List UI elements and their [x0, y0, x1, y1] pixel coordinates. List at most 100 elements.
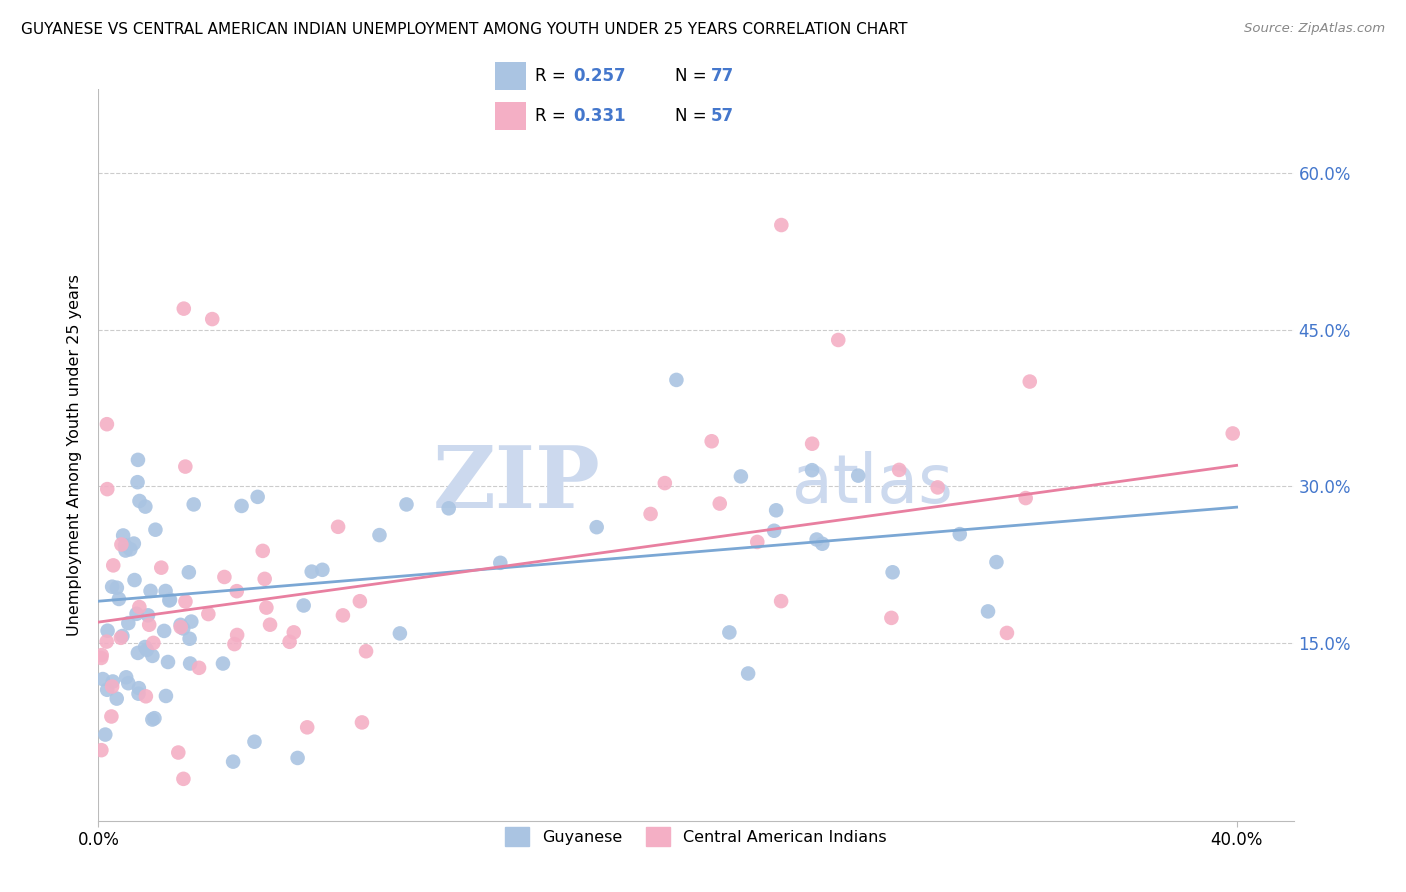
Point	[174, 594, 197, 608]
Point	[136, 608, 159, 623]
Point	[1018, 375, 1040, 389]
Text: 0.331: 0.331	[572, 107, 626, 125]
Point	[183, 498, 205, 512]
Point	[226, 628, 249, 642]
Point	[585, 520, 607, 534]
Point	[97, 624, 120, 638]
Text: 77: 77	[710, 67, 734, 85]
Point	[128, 681, 150, 695]
Text: N =: N =	[675, 107, 711, 125]
Bar	[495, 62, 526, 90]
Point	[124, 573, 146, 587]
Point	[117, 676, 139, 690]
Point	[141, 648, 163, 663]
Point	[332, 608, 354, 623]
Point	[201, 312, 224, 326]
Point	[801, 463, 824, 477]
Point	[122, 536, 145, 550]
Point	[127, 453, 149, 467]
Point	[986, 555, 1008, 569]
Point	[150, 560, 173, 574]
Point	[770, 594, 793, 608]
Point	[246, 490, 269, 504]
Point	[225, 584, 247, 599]
Point	[128, 494, 150, 508]
Legend: Guyanese, Central American Indians: Guyanese, Central American Indians	[499, 821, 893, 853]
Point	[138, 617, 160, 632]
Point	[827, 333, 849, 347]
Point	[212, 657, 235, 671]
Text: GUYANESE VS CENTRAL AMERICAN INDIAN UNEMPLOYMENT AMONG YOUTH UNDER 25 YEARS CORR: GUYANESE VS CENTRAL AMERICAN INDIAN UNEM…	[21, 22, 908, 37]
Point	[278, 635, 301, 649]
Point	[354, 644, 377, 658]
Point	[105, 581, 128, 595]
Point	[301, 565, 323, 579]
Point	[170, 620, 193, 634]
Point	[96, 482, 118, 496]
Point	[128, 687, 150, 701]
Point	[927, 480, 949, 494]
Point	[142, 636, 165, 650]
Point	[96, 417, 118, 432]
Text: atlas: atlas	[792, 451, 952, 517]
Point	[214, 570, 236, 584]
Point	[91, 672, 114, 686]
Point	[395, 498, 418, 512]
Point	[172, 772, 194, 786]
Point	[90, 651, 112, 665]
Point	[101, 680, 124, 694]
Point	[197, 607, 219, 621]
Point	[101, 580, 124, 594]
Point	[128, 600, 150, 615]
Point	[117, 616, 139, 631]
Point	[252, 544, 274, 558]
Point	[177, 566, 200, 580]
Point	[437, 501, 460, 516]
Point	[718, 625, 741, 640]
Point	[770, 218, 793, 232]
Point	[115, 670, 138, 684]
Point	[180, 615, 202, 629]
Point	[747, 535, 769, 549]
Point	[111, 629, 134, 643]
Point	[120, 542, 142, 557]
Point	[311, 563, 333, 577]
Point	[114, 539, 136, 553]
Point	[231, 499, 253, 513]
Point	[287, 751, 309, 765]
Point	[100, 709, 122, 723]
Point	[995, 626, 1018, 640]
Point	[222, 755, 245, 769]
Point	[114, 543, 136, 558]
Point	[254, 600, 277, 615]
Text: ZIP: ZIP	[433, 442, 600, 526]
Point	[169, 617, 191, 632]
Point	[139, 583, 162, 598]
Point	[101, 674, 124, 689]
Text: Source: ZipAtlas.com: Source: ZipAtlas.com	[1244, 22, 1385, 36]
Point	[157, 593, 180, 607]
Point	[135, 690, 157, 704]
Point	[977, 604, 1000, 618]
Point	[90, 743, 112, 757]
Point	[665, 373, 688, 387]
Point	[326, 520, 349, 534]
Point	[295, 720, 318, 734]
Point	[156, 655, 179, 669]
Point	[155, 689, 177, 703]
Point	[179, 632, 201, 646]
Point	[105, 691, 128, 706]
Point	[135, 643, 157, 657]
Point	[188, 661, 211, 675]
Point	[90, 648, 112, 662]
Point	[700, 434, 723, 449]
Point	[167, 746, 190, 760]
Point	[110, 631, 132, 645]
Y-axis label: Unemployment Among Youth under 25 years: Unemployment Among Youth under 25 years	[67, 274, 83, 636]
Point	[143, 711, 166, 725]
Point	[640, 507, 662, 521]
Bar	[495, 102, 526, 130]
Point	[292, 599, 315, 613]
Point	[224, 637, 246, 651]
Point	[1014, 491, 1036, 505]
